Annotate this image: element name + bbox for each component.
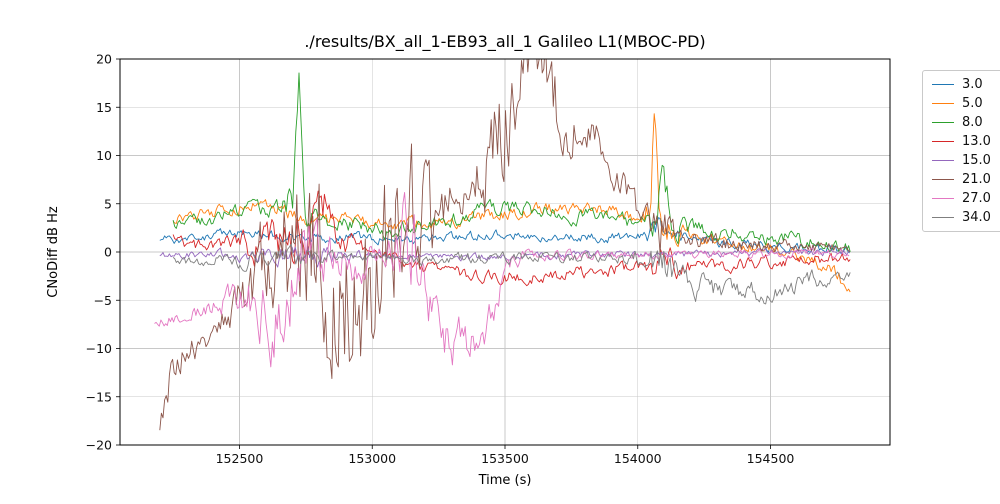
legend-line-sample xyxy=(932,217,954,218)
series-layer xyxy=(154,59,851,431)
legend-line-sample xyxy=(932,84,954,85)
y-axis-label: CNoDiff dB Hz xyxy=(46,206,61,298)
legend-label: 8.0 xyxy=(962,115,983,130)
x-tick-label: 152500 xyxy=(216,451,264,466)
y-tick-label: −10 xyxy=(86,341,112,356)
series-line-21.0 xyxy=(159,59,850,431)
legend-label: 5.0 xyxy=(962,96,983,111)
legend-label: 15.0 xyxy=(962,153,991,168)
y-tick-label: 10 xyxy=(96,148,112,163)
legend-entry-8.0: 8.0 xyxy=(932,116,991,129)
y-tick-label: 15 xyxy=(96,100,112,115)
legend-entry-34.0: 34.0 xyxy=(932,211,991,224)
legend-entry-15.0: 15.0 xyxy=(932,154,991,167)
chart-title: ./results/BX_all_1-EB93_all_1 Galileo L1… xyxy=(304,32,705,52)
legend-label: 21.0 xyxy=(962,172,991,187)
series-line-27.0 xyxy=(154,192,850,368)
legend-label: 13.0 xyxy=(962,134,991,149)
series-line-5.0 xyxy=(172,113,851,293)
legend-line-sample xyxy=(932,103,954,104)
legend-line-sample xyxy=(932,160,954,161)
legend-entry-27.0: 27.0 xyxy=(932,192,991,205)
legend-line-sample xyxy=(932,122,954,123)
legend-entry-13.0: 13.0 xyxy=(932,135,991,148)
legend-entry-5.0: 5.0 xyxy=(932,97,991,110)
legend-label: 27.0 xyxy=(962,191,991,206)
y-tick-label: 5 xyxy=(104,196,112,211)
legend-entry-3.0: 3.0 xyxy=(932,78,991,91)
legend: 3.0 5.0 8.0 13.0 15.0 21.0 27.0 34.0 xyxy=(922,70,1000,232)
y-tick-label: −15 xyxy=(86,389,112,404)
legend-line-sample xyxy=(932,179,954,180)
plot-frame xyxy=(119,58,891,446)
series-line-34.0 xyxy=(172,243,851,305)
x-tick-label: 153000 xyxy=(348,451,396,466)
y-tick-label: −20 xyxy=(86,438,112,453)
x-axis-label: Time (s) xyxy=(478,473,532,488)
x-tick-label: 153500 xyxy=(481,451,529,466)
y-tick-label: −5 xyxy=(94,293,112,308)
tick-layer: 152500 153000 153500 154000 154500 −20 −15 −10 −… xyxy=(86,52,795,467)
legend-label: 34.0 xyxy=(962,210,991,225)
legend-label: 3.0 xyxy=(962,77,983,92)
legend-entry-21.0: 21.0 xyxy=(932,173,991,186)
y-tick-label: 0 xyxy=(104,245,112,260)
series-line-8.0 xyxy=(172,72,851,253)
legend-line-sample xyxy=(932,198,954,199)
x-tick-label: 154000 xyxy=(614,451,662,466)
legend-line-sample xyxy=(932,141,954,142)
x-tick-label: 154500 xyxy=(747,451,795,466)
y-tick-label: 20 xyxy=(96,52,112,67)
